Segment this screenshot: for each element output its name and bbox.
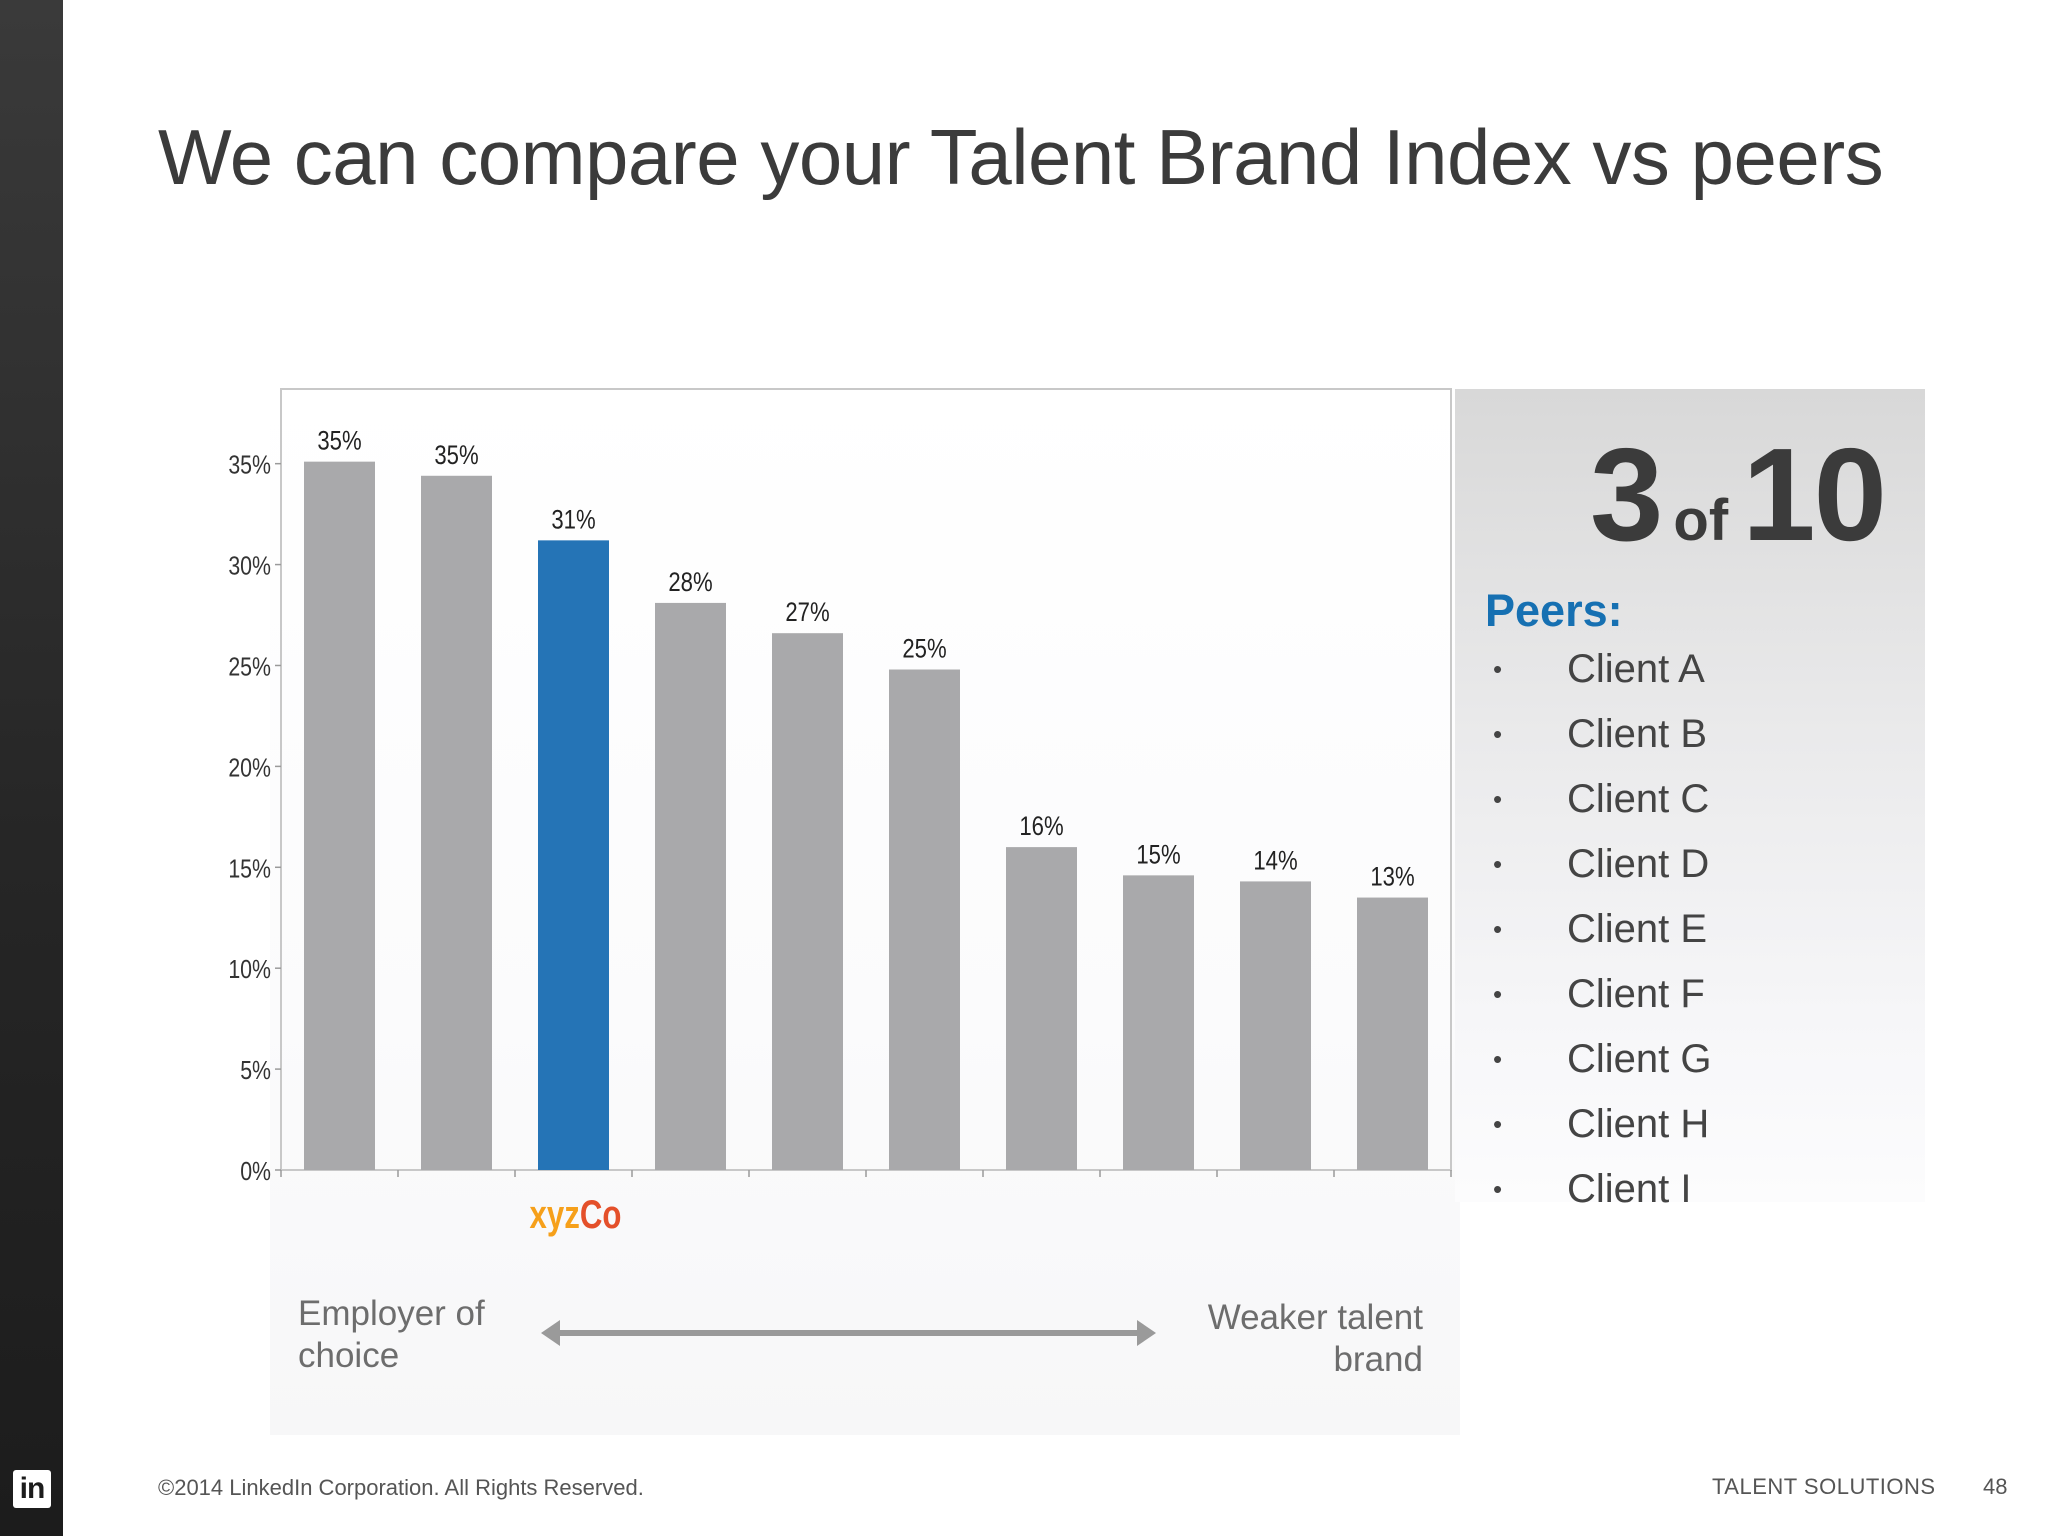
- xyzco-label-part: Co: [580, 1192, 622, 1237]
- bar: [1357, 897, 1428, 1170]
- peer-name: Client H: [1567, 1102, 1710, 1146]
- peer-item: • Client C: [1485, 767, 1712, 832]
- rank-of: of: [1673, 488, 1729, 553]
- peer-item: • Client I: [1485, 1157, 1712, 1222]
- peer-item: • Client G: [1485, 1027, 1712, 1092]
- peer-item: • Client D: [1485, 832, 1712, 897]
- peer-name: Client B: [1567, 712, 1708, 756]
- footer-brand: TALENT SOLUTIONS: [1712, 1474, 1936, 1499]
- arrow-left-head-icon: [541, 1320, 560, 1346]
- peer-name: Client F: [1567, 972, 1705, 1016]
- bar: [1123, 875, 1194, 1170]
- peer-name: Client G: [1567, 1037, 1712, 1081]
- bullet-icon: •: [1493, 654, 1503, 684]
- rank-display: 3 of 10: [1590, 419, 1887, 570]
- bullet-icon: •: [1493, 1109, 1503, 1139]
- data-label: 31%: [551, 505, 595, 535]
- peers-panel: 3 of 10 Peers: • Client A • Client B • Client…: [1455, 389, 1925, 1211]
- xyzco-label-part: xyz: [530, 1192, 580, 1237]
- left-sidebar: in: [0, 0, 63, 1536]
- data-label: 14%: [1253, 846, 1297, 876]
- bar: [304, 461, 375, 1171]
- y-tick-label: 30%: [228, 552, 271, 582]
- linkedin-logo-icon: in: [13, 1470, 51, 1508]
- page-number: 48: [1983, 1474, 2008, 1499]
- bar: [1006, 847, 1077, 1170]
- data-label: 13%: [1370, 863, 1414, 893]
- y-tick-label: 5%: [240, 1056, 271, 1086]
- bar: [421, 475, 492, 1170]
- bar: [1240, 881, 1311, 1170]
- bar: [889, 669, 960, 1170]
- peer-name: Client A: [1567, 647, 1705, 691]
- data-label: 35%: [434, 441, 478, 471]
- data-label: 28%: [668, 568, 712, 598]
- bullet-icon: •: [1493, 1044, 1503, 1074]
- peer-name: Client I: [1567, 1167, 1692, 1211]
- bar: [655, 602, 726, 1170]
- peer-item: • Client B: [1485, 702, 1712, 767]
- peers-list: • Client A • Client B • Client C • Client D …: [1485, 637, 1712, 1222]
- data-label: 27%: [785, 598, 829, 628]
- xyzco-category-label: xyzCo: [530, 1192, 622, 1237]
- y-tick-label: 25%: [228, 653, 271, 683]
- y-tick-label: 10%: [228, 955, 271, 985]
- rank-position: 3: [1590, 421, 1663, 568]
- y-tick-label: 20%: [228, 753, 271, 783]
- weaker-talent-brand-note: Weaker talent brand: [1207, 1298, 1423, 1379]
- y-tick-label: 0%: [240, 1157, 271, 1187]
- peer-item: • Client H: [1485, 1092, 1712, 1157]
- rank-total: 10: [1742, 421, 1887, 568]
- bullet-icon: •: [1493, 1174, 1503, 1204]
- data-label: 15%: [1136, 840, 1180, 870]
- slide-title: We can compare your Talent Brand Index v…: [158, 113, 1884, 201]
- bullet-icon: •: [1493, 784, 1503, 814]
- data-label: 35%: [317, 427, 361, 457]
- bullet-icon: •: [1493, 849, 1503, 879]
- data-label: 16%: [1019, 812, 1063, 842]
- bullet-icon: •: [1493, 914, 1503, 944]
- y-tick-label: 15%: [228, 854, 271, 884]
- peer-item: • Client F: [1485, 962, 1712, 1027]
- peer-item: • Client E: [1485, 897, 1712, 962]
- peers-label: Peers:: [1485, 585, 1623, 636]
- bullet-icon: •: [1493, 719, 1503, 749]
- peer-name: Client D: [1567, 842, 1710, 886]
- bar: [538, 540, 609, 1170]
- data-label: 25%: [902, 635, 946, 665]
- arrow-right-head-icon: [1137, 1320, 1156, 1346]
- footer-copyright: ©2014 LinkedIn Corporation. All Rights R…: [158, 1475, 644, 1500]
- y-tick-label: 35%: [228, 451, 271, 481]
- bar: [772, 633, 843, 1170]
- peer-name: Client E: [1567, 907, 1708, 951]
- peer-item: • Client A: [1485, 637, 1712, 702]
- peer-name: Client C: [1567, 777, 1710, 821]
- employer-of-choice-note: Employer of choice: [298, 1294, 485, 1375]
- bullet-icon: •: [1493, 979, 1503, 1009]
